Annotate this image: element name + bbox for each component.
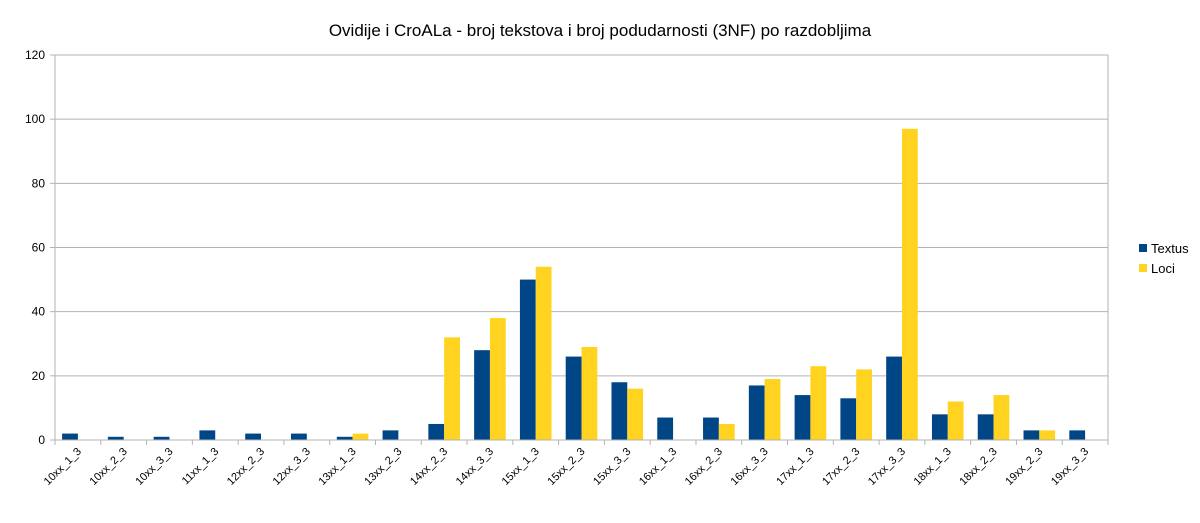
legend: Textus Loci (1139, 241, 1189, 276)
bar-loci (901, 128, 918, 440)
bar-textus (1069, 430, 1086, 440)
bar-loci (352, 433, 369, 440)
legend-label-textus: Textus (1151, 241, 1189, 256)
bar-textus (474, 350, 490, 440)
bar-loci (535, 266, 552, 440)
x-tick-label: 17xx_3_3 (866, 446, 908, 488)
bar-loci (444, 337, 460, 440)
bar-textus (336, 436, 353, 440)
bar-textus (703, 417, 719, 440)
x-tick-label: 19xx_3_3 (1049, 446, 1091, 488)
x-tick-label: 16xx_1_3 (637, 446, 679, 488)
x-tick-label: 10xx_1_3 (42, 446, 84, 488)
y-axis-ticks: 0 20 40 60 80 100 120 (25, 48, 55, 447)
x-tick-label: 17xx_2_3 (820, 446, 862, 488)
bar-loci (856, 369, 872, 440)
x-tick-label: 12xx_3_3 (271, 446, 313, 488)
x-tick-label: 15xx_1_3 (500, 446, 542, 488)
bar-textus (107, 436, 124, 440)
bar-loci (489, 318, 506, 440)
y-tick-label: 60 (32, 241, 46, 255)
x-tick-label: 18xx_1_3 (912, 446, 954, 488)
x-tick-label: 17xx_1_3 (774, 446, 816, 488)
bar-loci (947, 401, 964, 440)
bar-loci (627, 388, 644, 440)
bar-textus (428, 423, 445, 440)
bar-textus (840, 398, 857, 440)
x-tick-label: 10xx_2_3 (88, 446, 130, 488)
x-tick-label: 11xx_1_3 (180, 446, 222, 488)
bar-textus (519, 279, 536, 440)
bar-textus (794, 395, 811, 440)
x-tick-label: 15xx_2_3 (545, 446, 587, 488)
y-tick-label: 80 (32, 176, 46, 190)
x-tick-label: 14xx_3_3 (454, 446, 496, 488)
chart-title: Ovidije i CroALa - broj tekstova i broj … (329, 21, 872, 40)
bar-textus (748, 385, 765, 440)
bar-textus (1023, 430, 1040, 440)
bar-loci (718, 423, 735, 440)
bar-textus (931, 414, 948, 440)
bar-textus (153, 436, 170, 440)
bar-loci (993, 395, 1010, 440)
x-tick-label: 18xx_2_3 (957, 446, 999, 488)
x-tick-label: 16xx_2_3 (683, 446, 725, 488)
x-tick-label: 16xx_3_3 (729, 446, 771, 488)
bar-textus (245, 433, 262, 440)
legend-swatch-textus (1139, 244, 1147, 252)
axes (54, 55, 1109, 441)
bar-loci (764, 379, 781, 440)
legend-label-loci: Loci (1151, 261, 1175, 276)
x-tick-label: 14xx_2_3 (408, 446, 450, 488)
x-axis-ticks: 10xx_1_3 10xx_2_3 10xx_3_3 11xx_1_3 12xx_2_3… (42, 440, 1109, 488)
bar-textus (886, 356, 902, 440)
bar-textus (382, 430, 399, 440)
bar-loci (581, 346, 598, 440)
bars (62, 128, 1086, 440)
bar-textus (291, 433, 307, 440)
x-tick-label: 19xx_2_3 (1003, 446, 1045, 488)
bar-loci (1039, 430, 1056, 440)
bar-textus (199, 430, 216, 440)
bar-textus (977, 414, 994, 440)
x-tick-label: 13xx_1_3 (316, 446, 358, 488)
y-tick-label: 100 (25, 112, 45, 126)
y-tick-label: 0 (38, 433, 45, 447)
x-tick-label: 15xx_3_3 (591, 446, 633, 488)
y-tick-label: 20 (32, 369, 46, 383)
x-tick-label: 13xx_2_3 (362, 446, 404, 488)
bar-textus (657, 417, 674, 440)
x-tick-label: 10xx_3_3 (133, 446, 175, 488)
grid-lines (55, 54, 1108, 441)
bar-textus (62, 433, 78, 440)
x-tick-label: 12xx_2_3 (225, 446, 267, 488)
bar-loci (810, 366, 827, 440)
y-tick-label: 40 (32, 305, 46, 319)
bar-textus (611, 382, 628, 440)
legend-swatch-loci (1139, 264, 1147, 272)
bar-textus (565, 356, 582, 440)
y-tick-label: 120 (25, 48, 45, 62)
